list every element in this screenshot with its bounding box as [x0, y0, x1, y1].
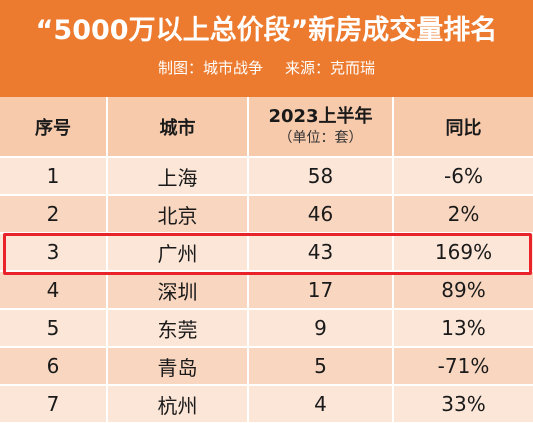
table-row: 7 杭州 4 33%	[0, 385, 533, 423]
rank-cell: 6	[0, 347, 108, 386]
count-cell: 5	[248, 347, 394, 386]
column-header-yoy: 同比	[393, 97, 533, 158]
rank-cell: 3	[0, 233, 108, 272]
source-text: 来源：克而瑞	[285, 59, 376, 77]
city-cell: 东莞	[107, 309, 249, 348]
yoy-cell: 89%	[393, 271, 533, 310]
yoy-cell: 2%	[393, 195, 533, 234]
city-cell: 广州	[107, 233, 249, 272]
rank-cell: 2	[0, 195, 108, 234]
count-cell: 4	[248, 385, 394, 423]
table-row: 1 上海 58 -6%	[0, 157, 533, 196]
column-header-city: 城市	[107, 97, 249, 158]
yoy-cell: -71%	[393, 347, 533, 386]
city-cell: 上海	[107, 157, 249, 196]
count-cell: 17	[248, 271, 394, 310]
ranking-table: 序号 城市 2023上半年 （单位：套） 同比 1 上海 58 -6% 2 北京…	[0, 97, 533, 423]
rank-cell: 1	[0, 157, 108, 196]
table-header-row: 序号 城市 2023上半年 （单位：套） 同比	[0, 97, 533, 158]
credit-text: 制图：城市战争	[157, 59, 263, 77]
page-title: “5000万以上总价段”新房成交量排名	[35, 15, 498, 46]
rank-cell: 4	[0, 271, 108, 310]
count-cell: 43	[248, 233, 394, 272]
yoy-cell: 33%	[393, 385, 533, 423]
rank-cell: 5	[0, 309, 108, 348]
city-cell: 深圳	[107, 271, 249, 310]
table-row: 2 北京 46 2%	[0, 195, 533, 234]
column-header-period-label: 2023上半年	[268, 105, 373, 127]
yoy-cell: 13%	[393, 309, 533, 348]
city-cell: 青岛	[107, 347, 249, 386]
table-row: 5 东莞 9 13%	[0, 309, 533, 348]
table-row: 6 青岛 5 -71%	[0, 347, 533, 386]
yoy-cell: 169%	[393, 233, 533, 272]
city-cell: 杭州	[107, 385, 249, 423]
column-header-unit-label: （单位：套）	[278, 129, 363, 146]
count-cell: 9	[248, 309, 394, 348]
count-cell: 58	[248, 157, 394, 196]
city-cell: 北京	[107, 195, 249, 234]
yoy-cell: -6%	[393, 157, 533, 196]
rank-cell: 7	[0, 385, 108, 423]
column-header-period: 2023上半年 （单位：套）	[248, 97, 394, 158]
column-header-rank: 序号	[0, 97, 108, 158]
count-cell: 46	[248, 195, 394, 234]
title-banner: “5000万以上总价段”新房成交量排名 制图：城市战争 来源：克而瑞	[0, 0, 533, 97]
table-row-highlighted: 3 广州 43 169%	[0, 233, 533, 272]
subtitle-credits: 制图：城市战争 来源：克而瑞	[0, 58, 533, 78]
table-row: 4 深圳 17 89%	[0, 271, 533, 310]
